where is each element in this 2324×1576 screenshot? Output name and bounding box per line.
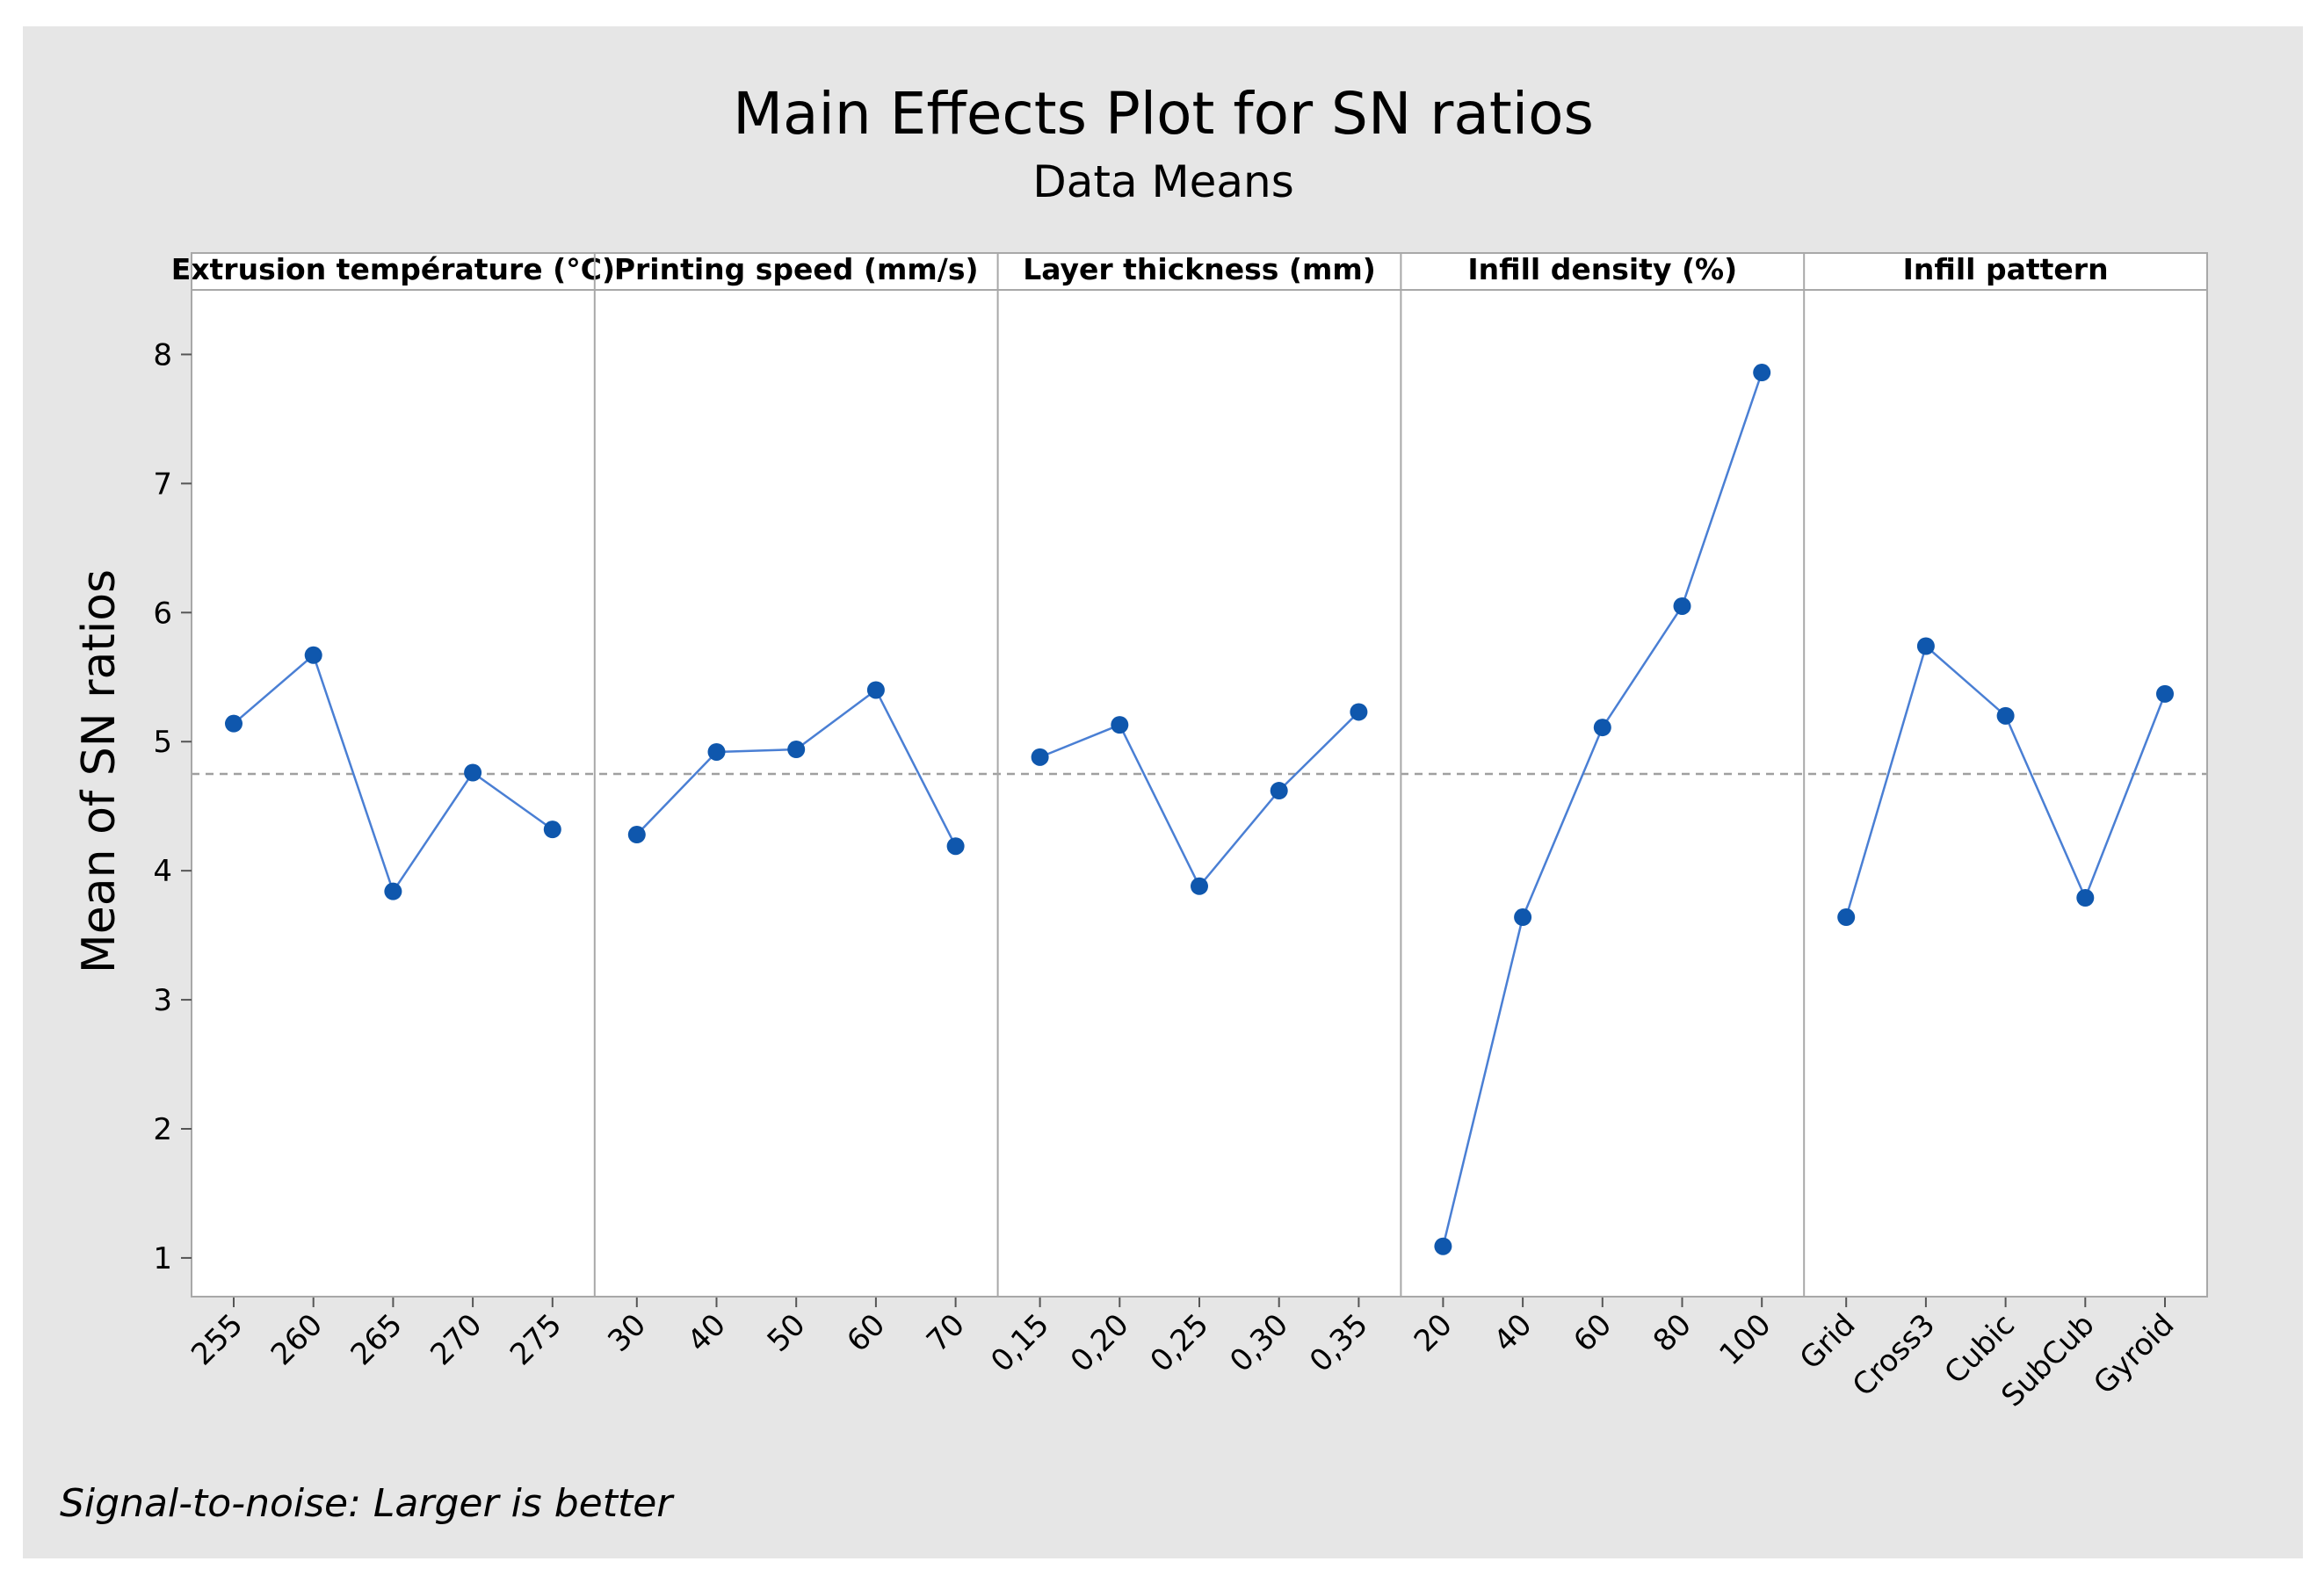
y-tick-label: 1 (153, 1241, 172, 1276)
plot-frame (191, 252, 2208, 1298)
panel-label: Extrusion température (°C) (171, 252, 615, 286)
y-tick-label: 8 (153, 337, 172, 372)
footnote: Signal-to-noise: Larger is better (60, 1481, 675, 1526)
data-point (1191, 877, 1208, 895)
data-point (1837, 908, 1856, 927)
y-tick-label: 5 (153, 725, 172, 760)
data-point (1753, 364, 1771, 382)
data-point (1434, 1237, 1452, 1255)
data-point (946, 837, 965, 856)
data-point (1031, 748, 1049, 766)
data-point (627, 826, 646, 844)
y-tick-label: 3 (153, 983, 172, 1018)
panel-label: Layer thickness (mm) (1023, 252, 1376, 286)
data-point (304, 646, 322, 664)
data-point (1270, 782, 1288, 800)
data-point (1916, 637, 1935, 655)
data-point (866, 681, 885, 699)
panel-label: Printing speed (mm/s) (614, 252, 979, 286)
plot-area: Extrusion température (°C)255 260 265 270 27… (153, 252, 2208, 1413)
panel-label: Infill density (%) (1467, 252, 1737, 286)
y-axis-label: Mean of SN ratios (73, 569, 126, 973)
data-point (1514, 908, 1532, 927)
data-point (1111, 716, 1129, 734)
panel-label: Infill pattern (1903, 252, 2109, 286)
y-tick-label: 2 (153, 1112, 172, 1147)
data-point (787, 741, 806, 759)
data-point (543, 821, 561, 839)
y-tick-label: 6 (153, 596, 172, 631)
data-point (384, 882, 402, 900)
y-tick-label: 7 (153, 466, 172, 502)
chart-title: Main Effects Plot for SN ratios (733, 80, 1594, 148)
chart-subtitle: Data Means (1032, 156, 1294, 207)
data-point (2076, 889, 2095, 907)
data-point (707, 742, 726, 761)
data-point (464, 763, 482, 782)
data-point (225, 714, 243, 733)
data-point (2156, 684, 2174, 703)
data-point (1673, 596, 1691, 615)
y-tick-label: 4 (153, 854, 172, 889)
data-point (1593, 719, 1611, 737)
data-point (1996, 706, 2015, 725)
data-point (1350, 703, 1368, 721)
